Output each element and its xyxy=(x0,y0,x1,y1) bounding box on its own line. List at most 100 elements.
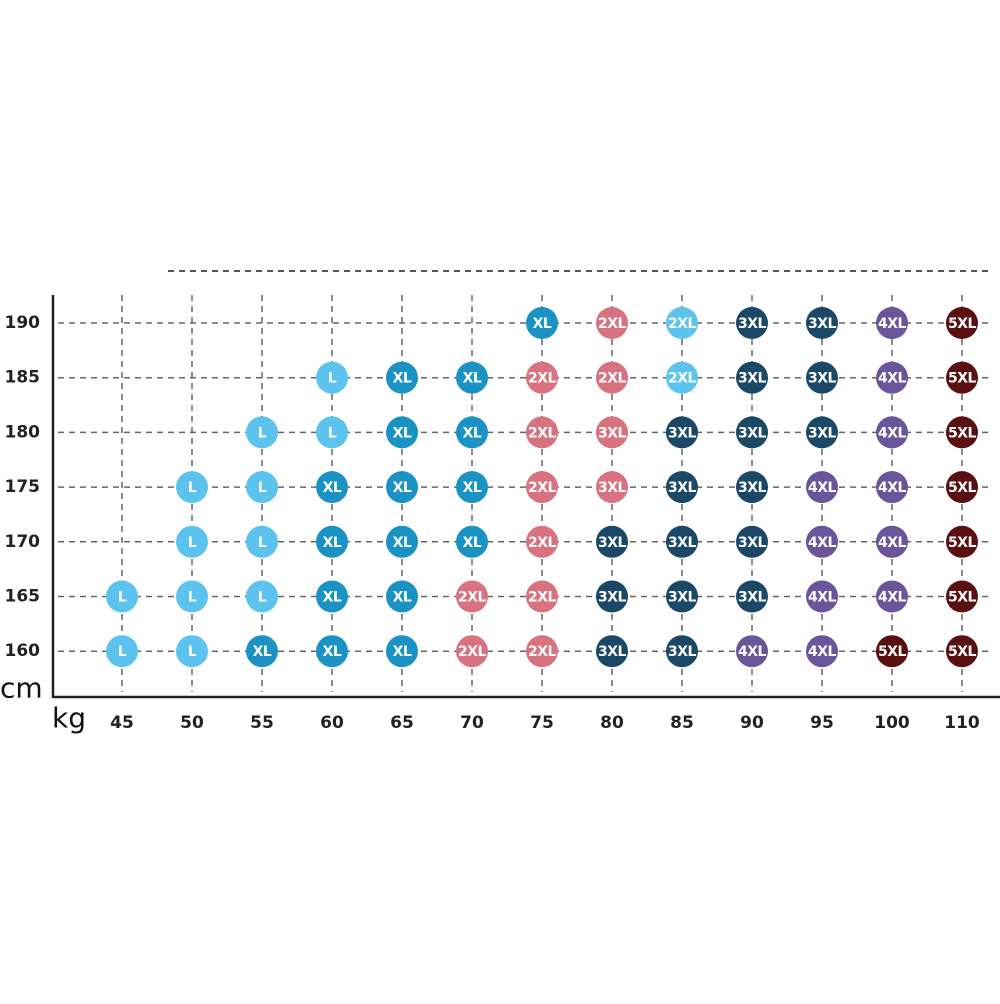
size-dot xyxy=(806,525,838,558)
column-label: 90 xyxy=(740,713,764,733)
column-label: 85 xyxy=(670,713,694,733)
size-dot xyxy=(526,361,558,394)
size-label: 2XL xyxy=(598,371,627,387)
size-dot xyxy=(666,471,698,504)
size-label: 3XL xyxy=(738,316,767,332)
size-label: L xyxy=(258,480,267,496)
size-label: 3XL xyxy=(598,425,627,441)
size-label: 2XL xyxy=(528,480,557,496)
size-dot xyxy=(246,525,278,558)
size-label: L xyxy=(188,644,197,660)
size-dot xyxy=(666,635,698,668)
size-dot xyxy=(176,471,208,504)
size-dot xyxy=(596,635,628,668)
size-dot xyxy=(316,635,348,668)
size-dot xyxy=(526,525,558,558)
size-label: 3XL xyxy=(668,590,697,606)
size-dot xyxy=(876,580,908,613)
size-label: 3XL xyxy=(808,316,837,332)
size-label: 5XL xyxy=(948,480,977,496)
size-dot xyxy=(806,307,838,339)
size-dot xyxy=(386,525,418,558)
size-label: 2XL xyxy=(528,590,557,606)
size-dot xyxy=(316,416,348,449)
size-label: XL xyxy=(323,480,342,496)
size-dot xyxy=(176,525,208,558)
row-label: 160 xyxy=(5,641,41,661)
size-dot xyxy=(246,416,278,449)
size-label: L xyxy=(258,535,267,551)
size-dot xyxy=(386,635,418,668)
size-dot xyxy=(176,635,208,668)
size-label: XL xyxy=(253,644,272,660)
size-dot xyxy=(386,361,418,394)
size-label: 4XL xyxy=(738,644,767,660)
size-dot xyxy=(316,580,348,613)
size-dot xyxy=(106,635,138,668)
size-dot xyxy=(596,580,628,613)
size-label: 2XL xyxy=(668,371,697,387)
row-label: 185 xyxy=(5,368,41,388)
size-dot xyxy=(876,471,908,504)
size-dot xyxy=(176,580,208,613)
size-dot xyxy=(736,580,768,613)
column-label: 65 xyxy=(390,713,414,733)
size-label: 4XL xyxy=(878,480,907,496)
size-label: 2XL xyxy=(458,590,487,606)
size-label: L xyxy=(258,425,267,441)
size-dot xyxy=(456,416,488,449)
row-label: 175 xyxy=(5,477,41,497)
size-label: 3XL xyxy=(738,590,767,606)
size-label: 2XL xyxy=(668,316,697,332)
size-label: 5XL xyxy=(948,535,977,551)
size-dot xyxy=(946,635,978,668)
size-dot xyxy=(666,307,698,339)
y-unit: cm xyxy=(0,672,43,705)
x-unit: kg xyxy=(52,702,86,735)
size-label: 5XL xyxy=(948,590,977,606)
size-label: 2XL xyxy=(528,644,557,660)
size-dot xyxy=(456,471,488,504)
size-label: XL xyxy=(463,535,482,551)
row-label: 190 xyxy=(5,313,41,333)
size-label: 4XL xyxy=(808,535,837,551)
size-label: 3XL xyxy=(668,535,697,551)
size-label: 3XL xyxy=(808,425,837,441)
size-label: L xyxy=(118,644,127,660)
size-label: 3XL xyxy=(808,371,837,387)
size-label: 5XL xyxy=(948,425,977,441)
column-label: 60 xyxy=(320,713,344,733)
size-dot xyxy=(596,307,628,339)
size-dot xyxy=(946,361,978,394)
size-dot xyxy=(876,635,908,668)
size-dot xyxy=(596,416,628,449)
size-dot xyxy=(876,416,908,449)
size-dot xyxy=(666,361,698,394)
size-dot xyxy=(456,580,488,613)
size-dot xyxy=(316,361,348,394)
column-label: 55 xyxy=(250,713,274,733)
size-dot xyxy=(386,416,418,449)
size-dot xyxy=(736,416,768,449)
size-label: XL xyxy=(393,425,412,441)
row-label: 180 xyxy=(5,422,41,442)
size-label: L xyxy=(328,371,337,387)
size-dot xyxy=(946,580,978,613)
size-label: 2XL xyxy=(528,535,557,551)
size-dot xyxy=(876,525,908,558)
size-dot xyxy=(316,525,348,558)
size-label: XL xyxy=(393,480,412,496)
size-dot xyxy=(946,307,978,339)
row-label: 165 xyxy=(5,587,41,607)
size-dot xyxy=(526,307,558,339)
size-dot xyxy=(386,580,418,613)
size-dot xyxy=(106,580,138,613)
size-dot xyxy=(456,635,488,668)
size-label: XL xyxy=(463,371,482,387)
size-label: XL xyxy=(323,535,342,551)
size-dot xyxy=(946,525,978,558)
size-dot xyxy=(666,580,698,613)
size-label: XL xyxy=(533,316,552,332)
size-label: 5XL xyxy=(878,644,907,660)
size-label: 4XL xyxy=(808,590,837,606)
